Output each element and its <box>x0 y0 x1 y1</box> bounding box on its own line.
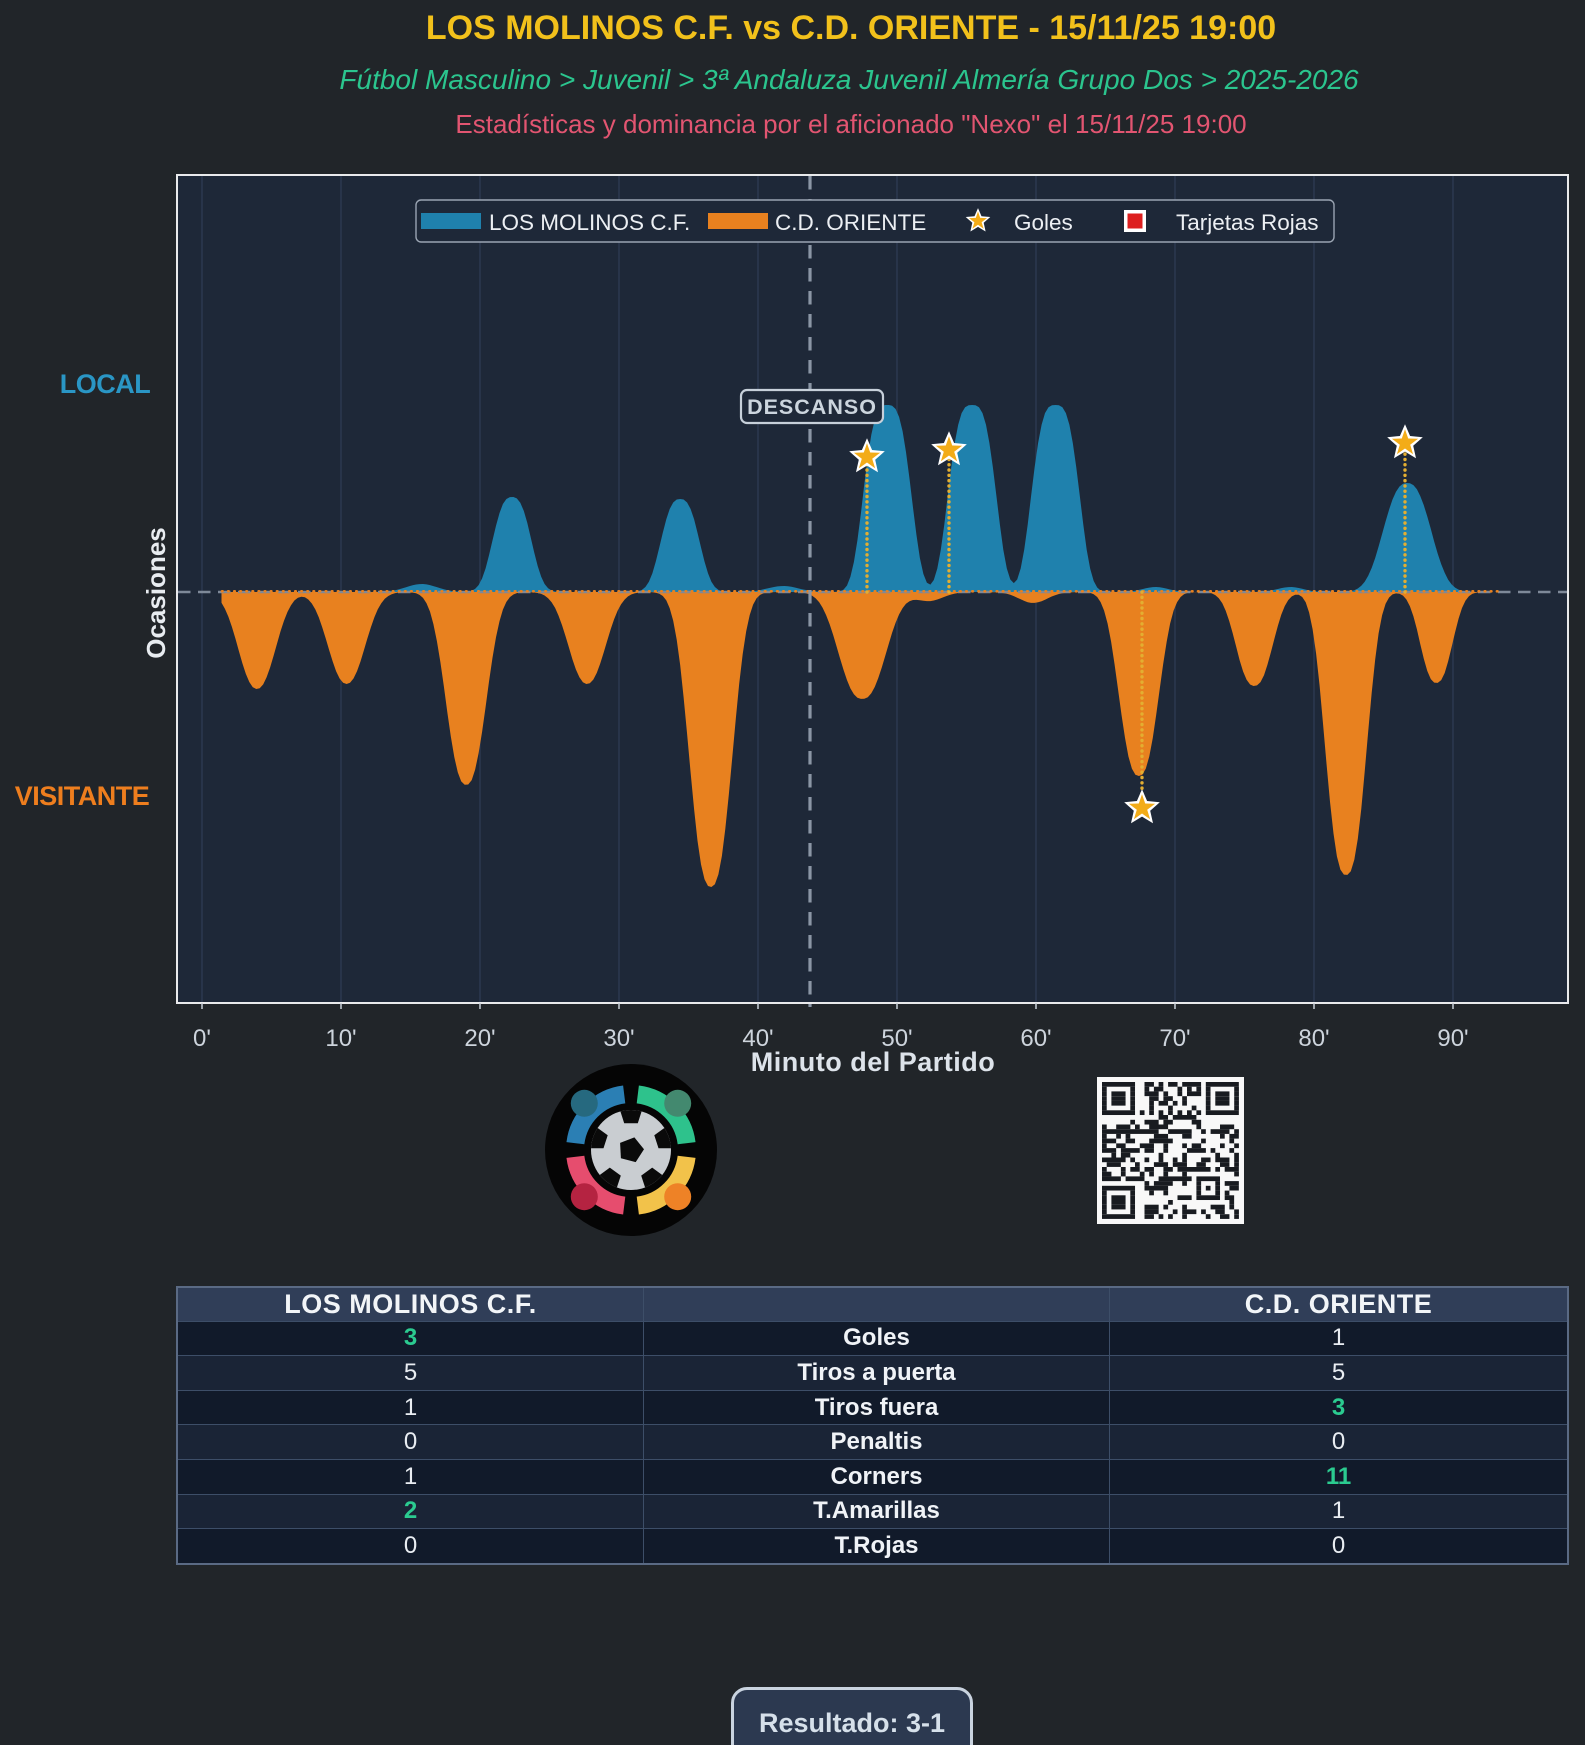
svg-text:50': 50' <box>881 1025 912 1052</box>
svg-text:LOS MOLINOS C.F.: LOS MOLINOS C.F. <box>489 210 690 235</box>
svg-text:40': 40' <box>742 1025 773 1052</box>
svg-text:Ocasiones: Ocasiones <box>141 527 171 659</box>
svg-text:Tarjetas Rojas: Tarjetas Rojas <box>1176 210 1319 235</box>
svg-text:0': 0' <box>193 1025 211 1052</box>
svg-text:VISITANTE: VISITANTE <box>15 781 150 811</box>
svg-text:10': 10' <box>325 1025 356 1052</box>
svg-text:70': 70' <box>1159 1025 1190 1052</box>
svg-text:30': 30' <box>603 1025 634 1052</box>
svg-text:Minuto del Partido: Minuto del Partido <box>751 1047 996 1077</box>
svg-text:20': 20' <box>464 1025 495 1052</box>
svg-text:90': 90' <box>1437 1025 1468 1052</box>
svg-text:60': 60' <box>1020 1025 1051 1052</box>
svg-text:LOCAL: LOCAL <box>60 369 150 399</box>
svg-text:DESCANSO: DESCANSO <box>747 395 877 419</box>
svg-text:C.D. ORIENTE: C.D. ORIENTE <box>775 210 926 235</box>
svg-text:Goles: Goles <box>1014 210 1073 235</box>
svg-text:80': 80' <box>1298 1025 1329 1052</box>
